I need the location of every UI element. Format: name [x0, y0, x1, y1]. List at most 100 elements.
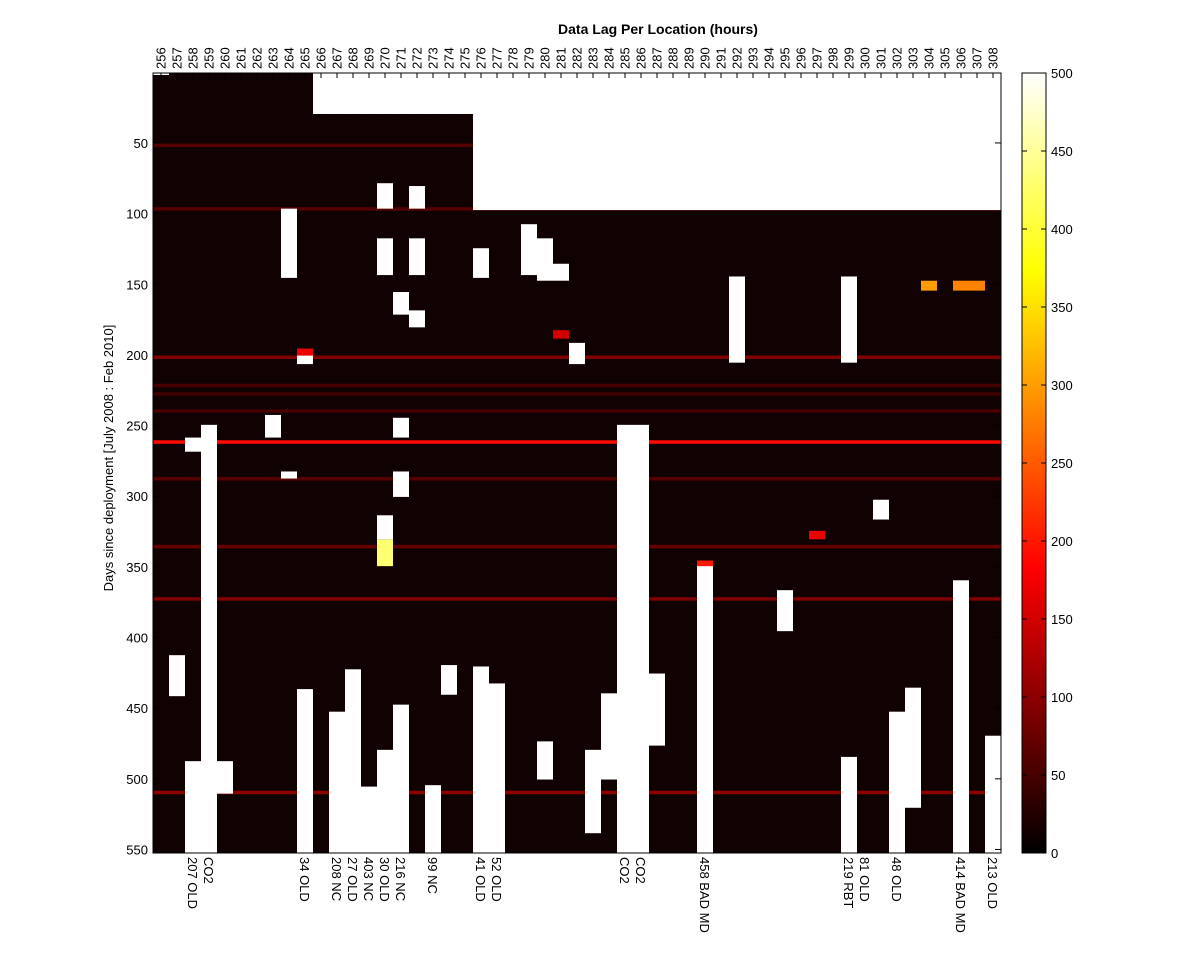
missing-data-pre-deployment — [505, 73, 522, 211]
missing-data-block — [953, 580, 969, 853]
x-label-bottom: 48 OLD — [889, 857, 904, 902]
colorbar-tick-label: 450 — [1051, 144, 1073, 159]
y-tick-label: 250 — [126, 419, 148, 434]
missing-data-pre-deployment — [985, 73, 1001, 211]
y-axis-ticks: 50 100 150 200 250 300 350 400 450 500 550 — [126, 136, 1001, 857]
missing-data-pre-deployment — [681, 73, 698, 211]
missing-data-block — [185, 437, 201, 452]
missing-data-pre-deployment — [937, 73, 954, 211]
y-tick-label: 400 — [126, 631, 148, 646]
missing-data-block — [729, 276, 745, 363]
x-axis-top-ticks: 256 257 258 259 260 261 262 263 264 265 266 267 268 2… — [154, 47, 1001, 78]
missing-data-block — [169, 655, 185, 697]
x-tick-label-top: 284 — [602, 47, 617, 69]
missing-data-block — [393, 292, 409, 315]
missing-data-pre-deployment — [729, 73, 746, 211]
lag-hot-spot — [969, 280, 985, 291]
missing-data-block — [281, 208, 297, 278]
missing-data-pre-deployment — [601, 73, 618, 211]
missing-data-pre-deployment — [777, 73, 794, 211]
missing-data-block — [425, 785, 441, 853]
missing-data-pre-deployment — [473, 73, 490, 211]
x-tick-label-top: 308 — [986, 47, 1001, 69]
missing-data-pre-deployment — [569, 73, 586, 211]
missing-data-block — [393, 417, 409, 438]
missing-data-pre-deployment — [905, 73, 922, 211]
lag-band-row — [153, 440, 1001, 444]
x-tick-label-top: 307 — [970, 47, 985, 69]
x-tick-label-top: 274 — [442, 47, 457, 69]
lag-hot-spot — [697, 560, 713, 568]
x-tick-label-top: 260 — [218, 47, 233, 69]
x-tick-label-top: 295 — [778, 47, 793, 69]
x-tick-label-top: 306 — [954, 47, 969, 69]
missing-data-block — [217, 761, 233, 794]
missing-data-pre-deployment — [649, 73, 666, 211]
x-tick-label-top: 266 — [314, 47, 329, 69]
missing-data-pre-deployment — [537, 73, 554, 211]
x-tick-label-top: 301 — [874, 47, 889, 69]
missing-data-block — [585, 749, 601, 834]
missing-data-block — [409, 238, 425, 276]
missing-data-pre-deployment — [313, 73, 330, 114]
missing-data-block — [297, 355, 313, 365]
missing-data-pre-deployment — [617, 73, 634, 211]
y-tick-label: 50 — [134, 136, 148, 151]
x-label-bottom: 213 OLD — [985, 857, 1000, 909]
missing-data-block — [185, 761, 201, 853]
x-tick-label-top: 268 — [346, 47, 361, 69]
lag-band-row — [153, 409, 1001, 413]
missing-data-pre-deployment — [457, 73, 474, 114]
x-label-bottom: 30 OLD — [377, 857, 392, 902]
lag-band-row — [153, 477, 1001, 481]
missing-data-pre-deployment — [761, 73, 778, 211]
missing-data-pre-deployment — [825, 73, 842, 211]
x-tick-label-top: 265 — [298, 47, 313, 69]
missing-data-block — [409, 310, 425, 328]
colorbar-tick-label: 100 — [1051, 690, 1073, 705]
x-tick-label-top: 304 — [922, 47, 937, 69]
missing-data-block — [281, 471, 297, 479]
colorbar-tick-label: 500 — [1051, 66, 1073, 81]
y-tick-label: 350 — [126, 560, 148, 575]
heat-layer — [153, 73, 1001, 853]
missing-data-block — [329, 711, 345, 853]
missing-data-block — [473, 248, 489, 278]
x-tick-label-top: 259 — [202, 47, 217, 69]
missing-data-block — [841, 276, 857, 363]
missing-data-block — [889, 711, 905, 853]
missing-data-pre-deployment — [841, 73, 858, 211]
missing-data-block — [489, 683, 505, 853]
x-tick-label-top: 288 — [666, 47, 681, 69]
missing-data-block — [601, 693, 617, 780]
missing-data-block — [377, 183, 393, 209]
colorbar-tick-label: 0 — [1051, 846, 1058, 861]
lag-hot-spot — [953, 280, 969, 291]
missing-data-block — [569, 342, 585, 365]
missing-data-block — [441, 665, 457, 695]
lag-hot-spot — [921, 280, 937, 291]
missing-data-block — [537, 238, 553, 281]
x-label-bottom: CO2 — [201, 857, 216, 884]
missing-data-pre-deployment — [393, 73, 410, 114]
lag-band-row — [153, 597, 1001, 601]
missing-data-block — [393, 704, 409, 853]
lag-hot-spot — [809, 530, 825, 540]
plot-area — [153, 73, 1001, 853]
colorbar-tick-label: 250 — [1051, 456, 1073, 471]
missing-data-block — [633, 424, 649, 853]
x-tick-label-top: 256 — [154, 47, 169, 69]
x-tick-label-top: 280 — [538, 47, 553, 69]
missing-data-pre-deployment — [697, 73, 714, 211]
missing-data-block — [617, 424, 633, 853]
x-label-bottom: 81 OLD — [857, 857, 872, 902]
colorbar-tick-label: 200 — [1051, 534, 1073, 549]
x-tick-label-top: 282 — [570, 47, 585, 69]
x-label-bottom: CO2 — [617, 857, 632, 884]
x-tick-label-top: 273 — [426, 47, 441, 69]
x-tick-label-top: 291 — [714, 47, 729, 69]
missing-data-block — [265, 414, 281, 438]
colorbar-tick-label: 350 — [1051, 300, 1073, 315]
missing-data-pre-deployment — [873, 73, 890, 211]
